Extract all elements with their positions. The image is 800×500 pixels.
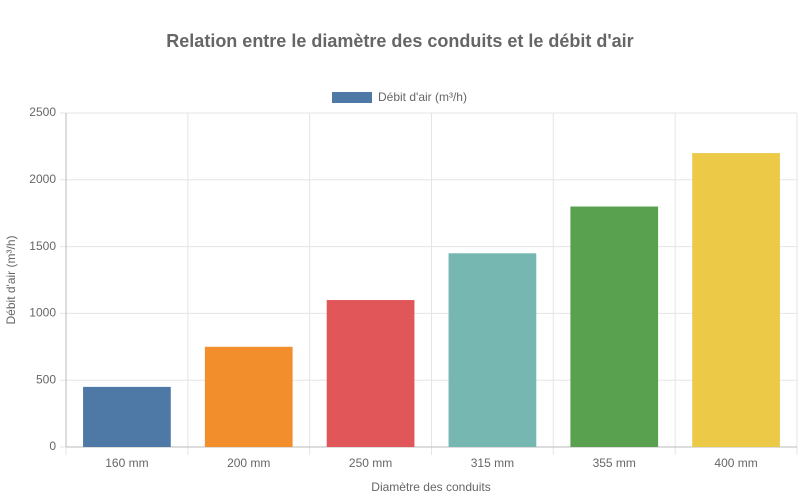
- bar: [83, 386, 171, 447]
- bar: [204, 346, 293, 447]
- bar: [570, 206, 659, 447]
- y-tick-label: 1000: [29, 306, 56, 320]
- x-tick-label: 250 mm: [349, 456, 392, 470]
- x-tick-label: 315 mm: [471, 456, 514, 470]
- x-tick-label: 400 mm: [714, 456, 757, 470]
- x-axis-title: Diamètre des conduits: [371, 480, 490, 494]
- bar: [448, 253, 537, 447]
- x-tick-label: 355 mm: [593, 456, 636, 470]
- y-tick-label: 2000: [29, 172, 56, 186]
- chart-title: Relation entre le diamètre des conduits …: [166, 31, 633, 51]
- legend-swatch: [332, 92, 372, 103]
- bar: [326, 300, 415, 447]
- y-tick-label: 0: [49, 439, 56, 453]
- y-tick-label: 2500: [29, 105, 56, 119]
- bar: [692, 153, 780, 447]
- x-tick-label: 160 mm: [105, 456, 148, 470]
- x-tick-label: 200 mm: [227, 456, 270, 470]
- legend-label[interactable]: Débit d'air (m³/h): [378, 90, 467, 104]
- y-tick-label: 1500: [29, 239, 56, 253]
- y-axis-title: Débit d'air (m³/h): [4, 236, 18, 325]
- y-tick-label: 500: [36, 372, 56, 386]
